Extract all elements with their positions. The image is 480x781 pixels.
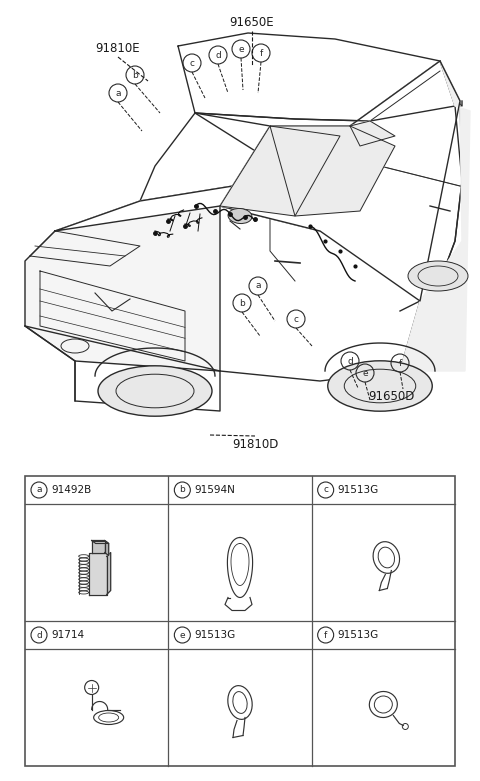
Text: 91650E: 91650E: [230, 16, 274, 30]
Text: a: a: [255, 281, 261, 291]
Text: 91594N: 91594N: [194, 485, 235, 495]
Text: a: a: [115, 88, 121, 98]
Text: d: d: [36, 630, 42, 640]
Text: b: b: [180, 486, 185, 494]
Text: f: f: [398, 358, 402, 368]
Text: d: d: [347, 356, 353, 366]
Bar: [25, 476, 455, 766]
Text: e: e: [362, 369, 368, 377]
Polygon shape: [270, 126, 395, 216]
Polygon shape: [107, 552, 111, 594]
Ellipse shape: [408, 261, 468, 291]
Ellipse shape: [228, 209, 252, 223]
Text: 91810D: 91810D: [232, 437, 278, 451]
Polygon shape: [105, 540, 108, 555]
Text: b: b: [132, 70, 138, 80]
Text: 91650D: 91650D: [368, 390, 414, 404]
Polygon shape: [350, 121, 395, 146]
Polygon shape: [55, 176, 295, 231]
Text: f: f: [259, 48, 263, 58]
Polygon shape: [220, 126, 340, 216]
Ellipse shape: [98, 366, 212, 416]
Text: d: d: [215, 51, 221, 59]
Text: 91492B: 91492B: [51, 485, 91, 495]
Polygon shape: [89, 552, 107, 594]
Polygon shape: [220, 61, 460, 301]
Text: 91513G: 91513G: [194, 630, 236, 640]
Polygon shape: [92, 540, 105, 552]
Text: c: c: [323, 486, 328, 494]
Text: 91513G: 91513G: [337, 485, 379, 495]
Text: c: c: [293, 315, 299, 323]
Ellipse shape: [328, 361, 432, 412]
Text: 91810E: 91810E: [96, 42, 140, 55]
Text: c: c: [190, 59, 194, 67]
Text: e: e: [180, 630, 185, 640]
Text: 91513G: 91513G: [337, 630, 379, 640]
Text: a: a: [36, 486, 42, 494]
Polygon shape: [25, 206, 220, 371]
Polygon shape: [400, 61, 470, 371]
Text: 91714: 91714: [51, 630, 84, 640]
Text: e: e: [238, 45, 244, 54]
Text: f: f: [324, 630, 327, 640]
Text: b: b: [239, 298, 245, 308]
Polygon shape: [92, 540, 108, 544]
